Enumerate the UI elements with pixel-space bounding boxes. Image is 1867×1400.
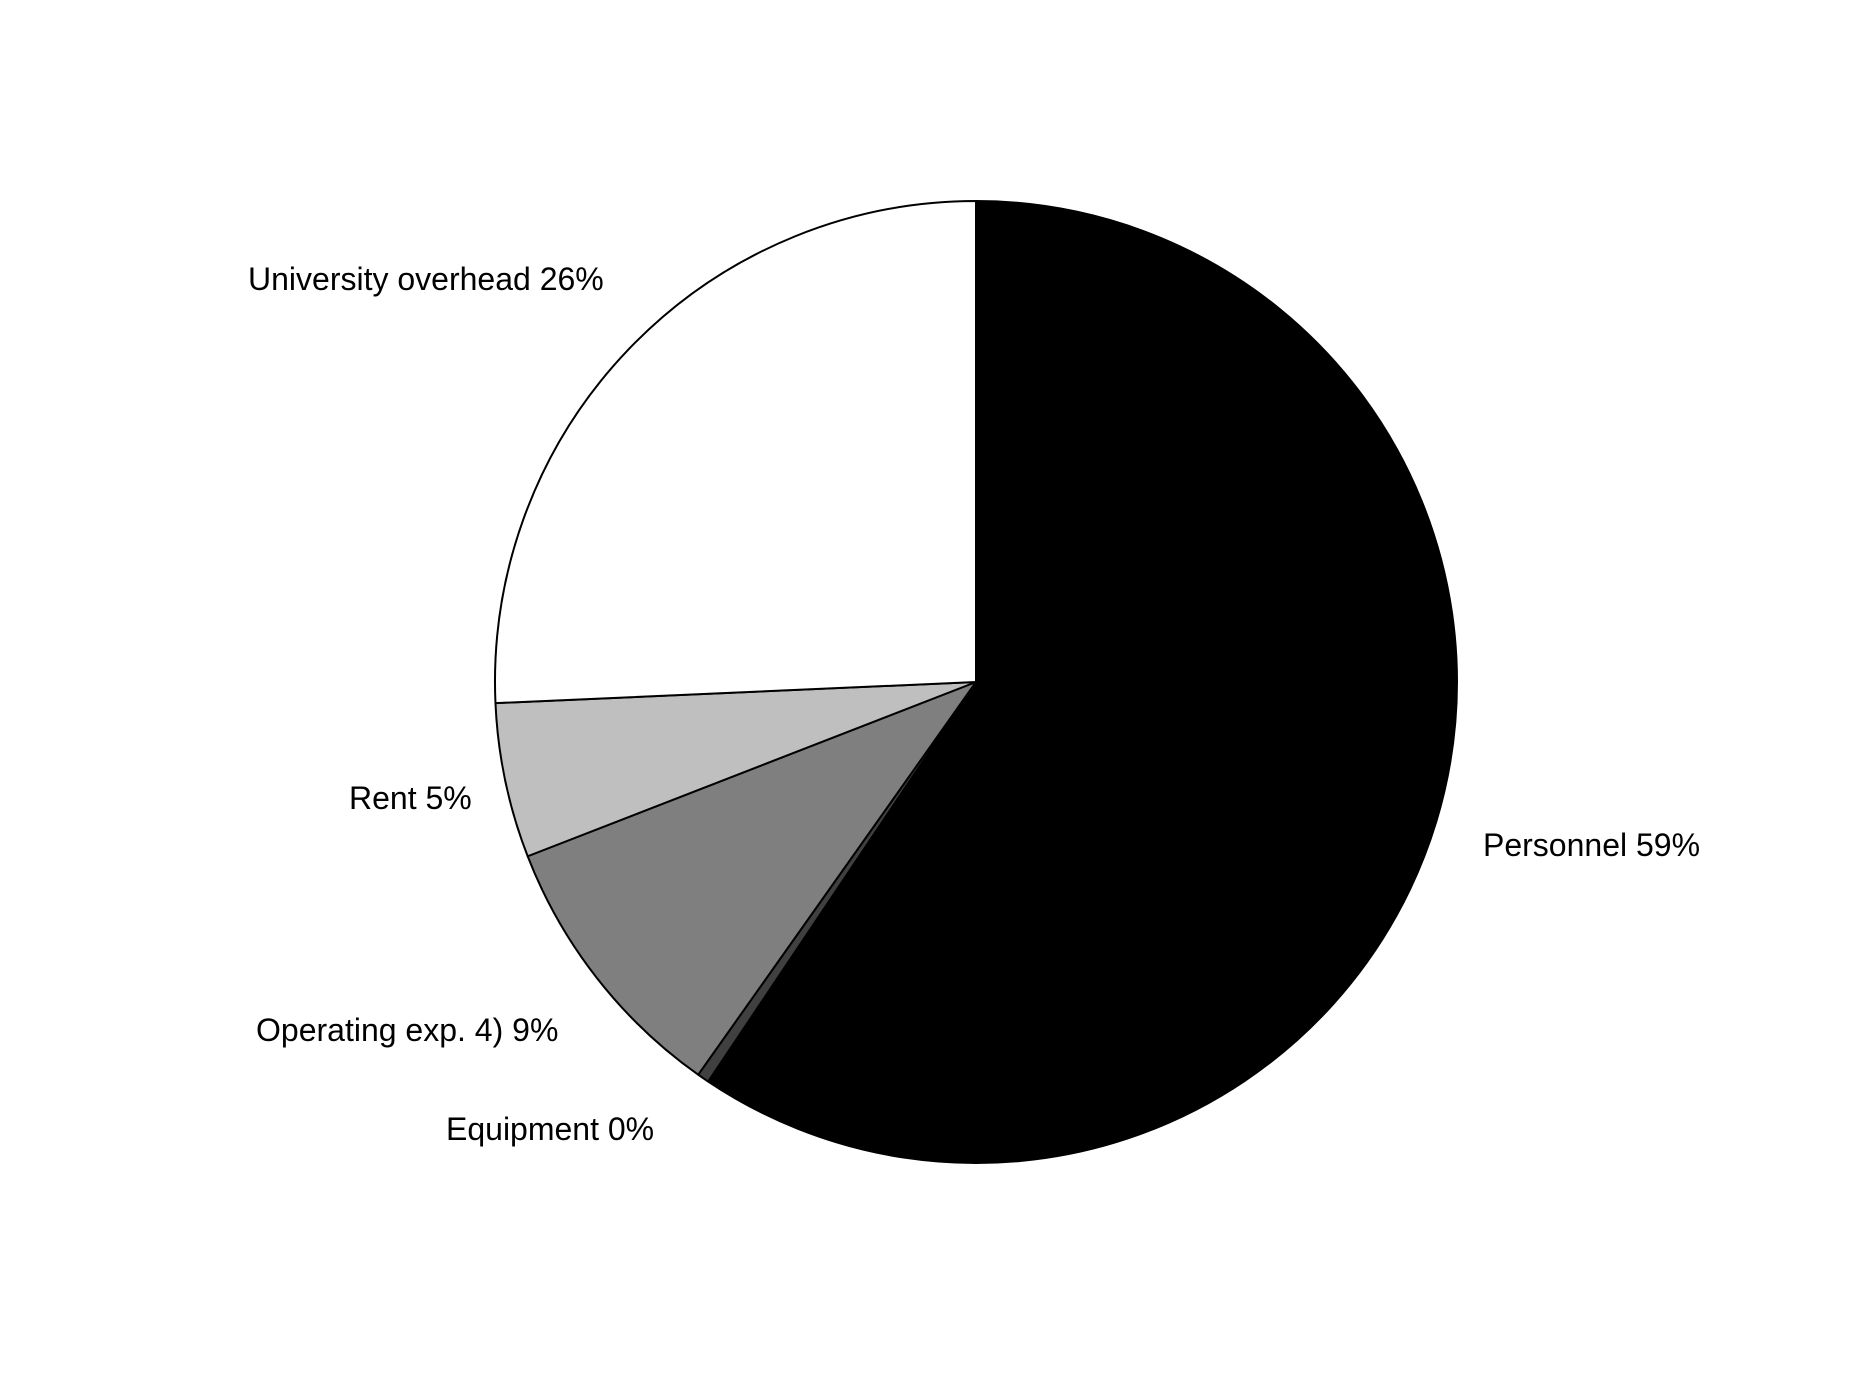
label-equipment: Equipment 0% xyxy=(446,1111,654,1147)
label-university-overhead: University overhead 26% xyxy=(248,261,604,297)
pie-slices xyxy=(494,200,1458,1164)
slice-university-overhead xyxy=(494,200,977,705)
label-operating-exp: Operating exp. 4) 9% xyxy=(256,1012,558,1048)
slice-rent xyxy=(494,681,977,858)
label-rent: Rent 5% xyxy=(349,780,472,816)
slice-operating-exp xyxy=(526,681,977,1076)
slice-personnel xyxy=(707,200,1458,1164)
label-personnel: Personnel 59% xyxy=(1483,827,1700,863)
pie-labels: Personnel 59% Equipment 0% Operating exp… xyxy=(248,261,1700,1147)
